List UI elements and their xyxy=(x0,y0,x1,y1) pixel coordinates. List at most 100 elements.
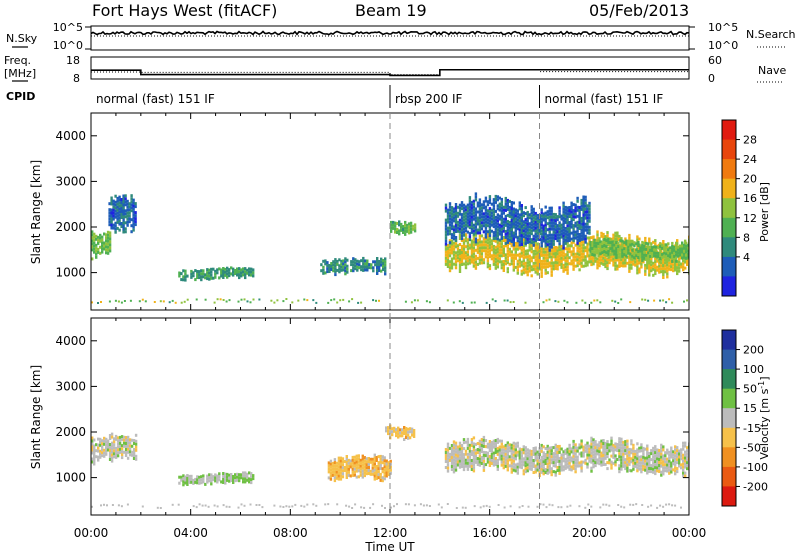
heatmap-cell xyxy=(369,457,372,461)
heatmap-cell xyxy=(322,271,325,275)
heatmap-cell xyxy=(570,262,573,266)
heatmap-cell xyxy=(516,471,519,475)
heatmap-cell xyxy=(568,467,571,471)
heatmap-cell xyxy=(359,464,362,468)
heatmap-cell xyxy=(472,469,476,473)
heatmap-cell xyxy=(498,251,501,255)
heatmap-cell xyxy=(97,235,100,239)
heatmap-cell xyxy=(462,253,466,257)
heatmap-cell xyxy=(371,463,374,467)
heatmap-cell xyxy=(354,258,357,262)
heatmap-cell xyxy=(454,224,458,227)
heatmap-cell xyxy=(674,460,677,464)
heatmap-cell xyxy=(110,432,114,436)
heatmap-cell xyxy=(661,246,664,250)
heatmap-cell xyxy=(466,230,470,234)
heatmap-cell xyxy=(108,240,112,244)
heatmap-cell xyxy=(638,467,641,471)
heatmap-cell xyxy=(444,242,448,246)
heatmap-cell xyxy=(514,214,517,218)
heatmap-cell xyxy=(566,265,569,269)
heatmap-cell xyxy=(528,455,531,459)
heatmap-cell xyxy=(510,219,513,222)
heatmap-cell xyxy=(615,250,618,254)
heatmap-cell xyxy=(339,474,343,478)
heatmap-cell xyxy=(396,503,398,506)
heatmap-cell xyxy=(492,244,496,248)
heatmap-cell xyxy=(446,466,450,470)
heatmap-cell xyxy=(486,203,490,207)
heatmap-cell xyxy=(588,225,591,229)
heatmap-cell xyxy=(512,253,515,257)
heatmap-cell xyxy=(648,455,651,458)
heatmap-cell xyxy=(324,503,327,506)
heatmap-cell xyxy=(122,215,125,219)
heatmap-cell xyxy=(503,506,506,509)
heatmap-cell xyxy=(496,250,499,254)
heatmap-cell xyxy=(594,443,597,447)
heatmap-cell xyxy=(534,249,537,253)
heatmap-cell xyxy=(580,466,583,470)
heatmap-cell xyxy=(353,473,356,477)
heatmap-cell xyxy=(486,256,490,260)
heatmap-cell xyxy=(460,254,464,257)
heatmap-cell xyxy=(526,451,529,455)
heatmap-cell xyxy=(412,435,416,438)
heatmap-cell xyxy=(514,253,517,257)
heatmap-cell xyxy=(560,506,563,509)
heatmap-cell xyxy=(171,503,174,506)
heatmap-cell xyxy=(363,456,366,460)
heatmap-cell xyxy=(566,250,569,254)
heatmap-cell xyxy=(488,237,492,241)
heatmap-cell xyxy=(120,435,124,439)
heatmap-cell xyxy=(357,301,360,304)
heatmap-cell xyxy=(380,260,383,264)
heatmap-cell xyxy=(380,257,383,261)
heatmap-cell xyxy=(114,194,117,198)
heatmap-cell xyxy=(586,251,589,255)
heatmap-cell xyxy=(640,461,643,465)
heatmap-cell xyxy=(106,442,110,446)
heatmap-cell xyxy=(572,230,575,234)
heatmap-cell xyxy=(492,234,496,238)
heatmap-cell xyxy=(548,245,551,249)
heatmap-cell xyxy=(500,463,503,467)
heatmap-cell xyxy=(624,443,627,447)
heatmap-cell xyxy=(556,239,559,243)
heatmap-cell xyxy=(562,453,565,457)
heatmap-cell xyxy=(584,228,587,232)
heatmap-cell xyxy=(120,225,123,228)
heatmap-cell xyxy=(343,466,347,469)
heatmap-cell xyxy=(602,460,605,463)
heatmap-cell xyxy=(637,241,640,244)
heatmap-cell xyxy=(186,274,189,278)
heatmap-cell xyxy=(607,252,610,256)
heatmap-cell xyxy=(658,470,661,473)
heatmap-cell xyxy=(474,454,478,458)
heatmap-cell xyxy=(608,461,611,465)
heatmap-cell xyxy=(627,251,630,255)
heatmap-cell xyxy=(574,224,577,228)
heatmap-cell xyxy=(653,251,656,255)
heatmap-cell xyxy=(498,457,501,461)
heatmap-cell xyxy=(397,435,400,439)
heatmap-cell xyxy=(532,234,535,238)
heatmap-cell xyxy=(652,446,655,450)
heatmap-cell xyxy=(524,467,527,471)
heatmap-cell xyxy=(345,458,348,461)
heatmap-cell xyxy=(195,506,198,509)
heatmap-cell xyxy=(681,244,684,248)
heatmap-cell xyxy=(520,204,523,207)
heatmap-cell xyxy=(333,467,337,471)
heatmap-cell xyxy=(654,269,657,273)
heatmap-cell xyxy=(667,251,670,255)
heatmap-cell xyxy=(258,298,261,301)
heatmap-cell xyxy=(650,458,653,462)
heatmap-cell xyxy=(508,449,511,453)
heatmap-cell xyxy=(456,244,460,248)
heatmap-cell xyxy=(564,226,567,230)
heatmap-cell xyxy=(510,443,513,447)
heatmap-cell xyxy=(124,448,128,451)
heatmap-cell xyxy=(490,441,494,444)
